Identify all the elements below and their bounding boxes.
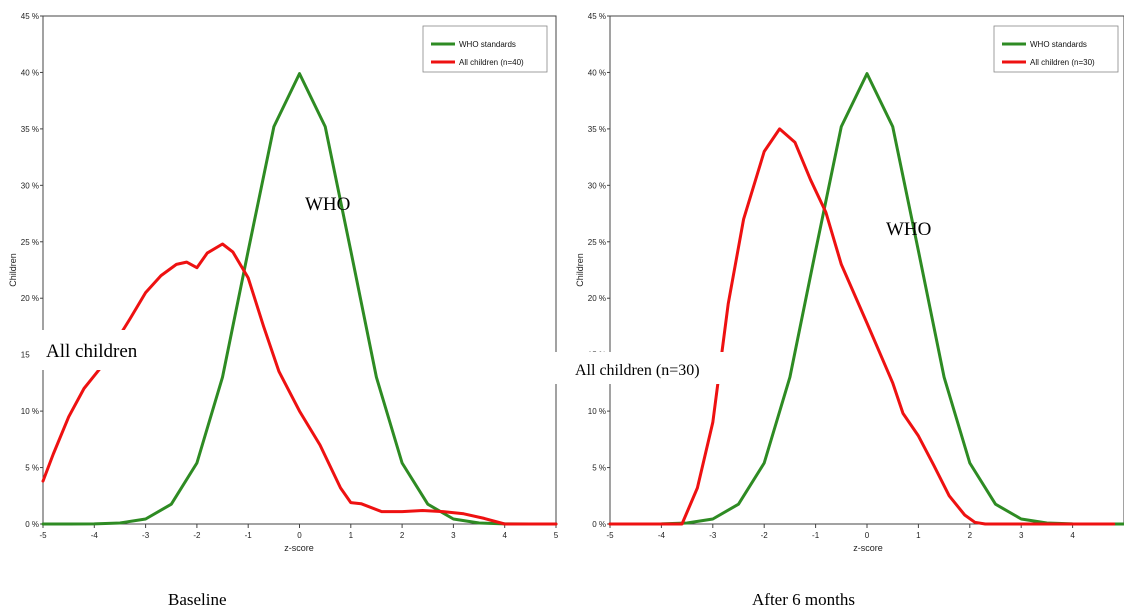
annotation-who: WHO <box>305 194 350 215</box>
x-tick-label: 5 <box>554 531 559 540</box>
x-tick-label: -5 <box>606 531 614 540</box>
y-tick-label: 10 % <box>21 407 39 416</box>
caption-baseline: Baseline <box>168 590 227 609</box>
x-tick-label: -3 <box>709 531 717 540</box>
annotation-children-bg <box>30 330 220 370</box>
x-tick-label: -2 <box>193 531 201 540</box>
x-tick-label: 4 <box>1070 531 1075 540</box>
y-axis-label: Children <box>8 253 18 287</box>
legend-box <box>993 25 1119 73</box>
x-tick-label: -2 <box>761 531 769 540</box>
x-tick-label: -1 <box>245 531 253 540</box>
y-tick-label: 10 % <box>588 407 606 416</box>
legend-label-who: WHO standards <box>1030 40 1087 49</box>
y-tick-label: 35 % <box>588 125 606 134</box>
legend-box <box>422 25 548 73</box>
series-line-who <box>41 72 558 526</box>
legend-label-children: All children (n=40) <box>459 58 524 67</box>
y-tick-label: 0 % <box>25 520 39 529</box>
y-tick-label: 35 % <box>21 125 39 134</box>
annotation-all-children: All children <box>46 341 138 362</box>
x-tick-label: 3 <box>451 531 456 540</box>
x-tick-label: 3 <box>1019 531 1024 540</box>
y-tick-label: 40 % <box>588 68 606 77</box>
y-tick-label: 30 % <box>588 181 606 190</box>
caption-after-6-months: After 6 months <box>752 590 855 609</box>
x-tick-label: 1 <box>916 531 921 540</box>
x-tick-label: 4 <box>502 531 507 540</box>
y-tick-label: 5 % <box>592 464 606 473</box>
series-line-who <box>608 72 1124 526</box>
x-tick-label: -5 <box>39 531 47 540</box>
y-tick-label: 25 % <box>588 238 606 247</box>
plot-area-frame <box>609 15 1124 525</box>
y-tick-label: 30 % <box>21 181 39 190</box>
y-tick-label: 25 % <box>21 238 39 247</box>
y-tick-label: 20 % <box>588 294 606 303</box>
x-tick-label: -3 <box>142 531 150 540</box>
panel-after-6-months: 0 %5 %10 %15 %20 %25 %30 %35 %40 %45 %-5… <box>553 12 1124 609</box>
plot-area-frame <box>42 15 557 525</box>
x-tick-label: 2 <box>968 531 973 540</box>
annotation-children-bg <box>553 352 755 384</box>
y-tick-label: 20 % <box>21 294 39 303</box>
legend-label-who: WHO standards <box>459 40 516 49</box>
y-axis-label: Children <box>575 253 585 287</box>
y-tick-label: 45 % <box>21 12 39 21</box>
annotation-who: WHO <box>886 219 931 240</box>
y-tick-label: 5 % <box>25 464 39 473</box>
legend-label-children: All children (n=30) <box>1030 58 1095 67</box>
y-tick-label: 45 % <box>588 12 606 21</box>
annotation-all-children: All children (n=30) <box>575 362 700 379</box>
x-tick-label: 1 <box>349 531 354 540</box>
y-tick-label: 0 % <box>592 520 606 529</box>
legend: WHO standards All children (n=40) <box>422 25 548 73</box>
x-tick-label: 2 <box>400 531 405 540</box>
x-tick-label: 0 <box>297 531 302 540</box>
x-axis-label: z-score <box>284 543 314 553</box>
panel-baseline: 0 % 5 % 10 % 15 % 20 % 25 % 30 % 35 % 40 % 45 % -5… <box>8 12 559 609</box>
series-line-children <box>608 127 1116 526</box>
y-tick-label: 15 % <box>21 351 39 360</box>
y-tick-label: 40 % <box>21 68 39 77</box>
x-tick-label: -4 <box>91 531 99 540</box>
x-tick-label: -1 <box>812 531 820 540</box>
x-tick-label: -4 <box>658 531 666 540</box>
x-tick-label: 0 <box>865 531 870 540</box>
legend: WHO standards All children (n=30) <box>993 25 1119 73</box>
x-axis-label: z-score <box>853 543 883 553</box>
